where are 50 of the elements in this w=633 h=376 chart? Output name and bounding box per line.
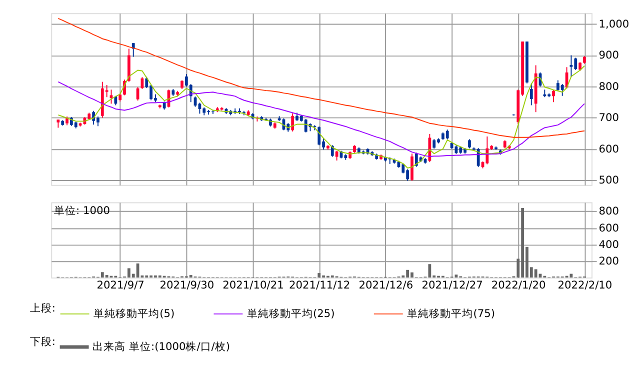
bar xyxy=(105,275,108,278)
candlestick xyxy=(432,138,436,150)
candlestick xyxy=(198,102,202,114)
y-tick-label: 600 xyxy=(598,142,620,156)
bar xyxy=(428,264,432,278)
bar xyxy=(534,269,538,278)
x-tick-label: 2021/9/30 xyxy=(160,278,214,292)
y-tick-label: 500 xyxy=(598,174,620,187)
bar xyxy=(145,275,148,278)
x-tick-label: 2021/10/21 xyxy=(222,278,284,292)
legend-label: 単純移動平均(75) xyxy=(407,306,495,320)
candlestick xyxy=(291,112,294,132)
candlestick xyxy=(530,82,533,106)
x-tick-label: 2022/2/10 xyxy=(558,278,612,292)
candlestick xyxy=(476,148,480,168)
x-tick-label: 2021/11/12 xyxy=(289,278,350,292)
y-tick-label: 200 xyxy=(598,254,620,268)
candlestick xyxy=(468,138,471,149)
line-series xyxy=(58,18,585,138)
legend-label: 単純移動平均(5) xyxy=(94,306,175,320)
y-tick-label: 600 xyxy=(598,221,620,234)
candlestick xyxy=(574,57,578,70)
x-tick-label: 2021/9/7 xyxy=(96,278,144,292)
legend-label: 単純移動平均(25) xyxy=(247,306,335,320)
candlestick xyxy=(335,150,338,162)
candlestick xyxy=(330,144,334,158)
candlestick xyxy=(304,118,308,133)
legend-label: 出来高 単位:(1000株/口/枚) xyxy=(92,340,230,353)
y-tick-label: 700 xyxy=(598,111,620,124)
legend-title: 上段: xyxy=(30,301,56,314)
candlestick xyxy=(552,89,555,103)
x-tick-label: 2021/12/6 xyxy=(358,278,414,292)
candlestick xyxy=(446,129,449,140)
candlestick xyxy=(92,110,96,126)
legend-title: 下段: xyxy=(30,335,56,348)
candlestick xyxy=(486,136,489,165)
x-tick-label: 2021/12/27 xyxy=(422,278,483,292)
y-tick-label: 800 xyxy=(598,80,620,93)
y-tick-label: 400 xyxy=(598,238,620,251)
annotation: 単位: 1000 xyxy=(54,204,110,217)
candlestick xyxy=(570,54,573,78)
y-tick-label: 1,000 xyxy=(598,17,630,30)
candlestick xyxy=(428,133,432,163)
bar xyxy=(189,275,192,278)
candlestick xyxy=(560,84,564,96)
x-tick-label: 2022/1/20 xyxy=(491,278,546,292)
candlestick xyxy=(318,126,321,146)
y-tick-label: 900 xyxy=(598,48,620,62)
y-tick-label: 800 xyxy=(598,204,620,218)
candlestick xyxy=(410,153,414,182)
